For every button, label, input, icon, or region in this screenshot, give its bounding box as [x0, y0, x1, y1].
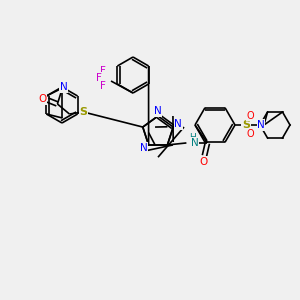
Text: N: N	[174, 119, 182, 129]
Text: F: F	[100, 81, 106, 91]
Text: N: N	[140, 143, 148, 153]
Text: O: O	[38, 94, 46, 104]
Text: S: S	[80, 107, 87, 117]
Text: N: N	[59, 82, 67, 92]
Text: O: O	[199, 157, 208, 167]
Text: O: O	[246, 111, 254, 121]
Text: F: F	[96, 73, 102, 83]
Text: O: O	[246, 129, 254, 139]
Text: N: N	[154, 106, 162, 116]
Text: F: F	[100, 66, 106, 76]
Text: H: H	[189, 134, 196, 142]
Text: N: N	[257, 120, 265, 130]
Text: N: N	[190, 138, 198, 148]
Text: S: S	[242, 120, 250, 130]
